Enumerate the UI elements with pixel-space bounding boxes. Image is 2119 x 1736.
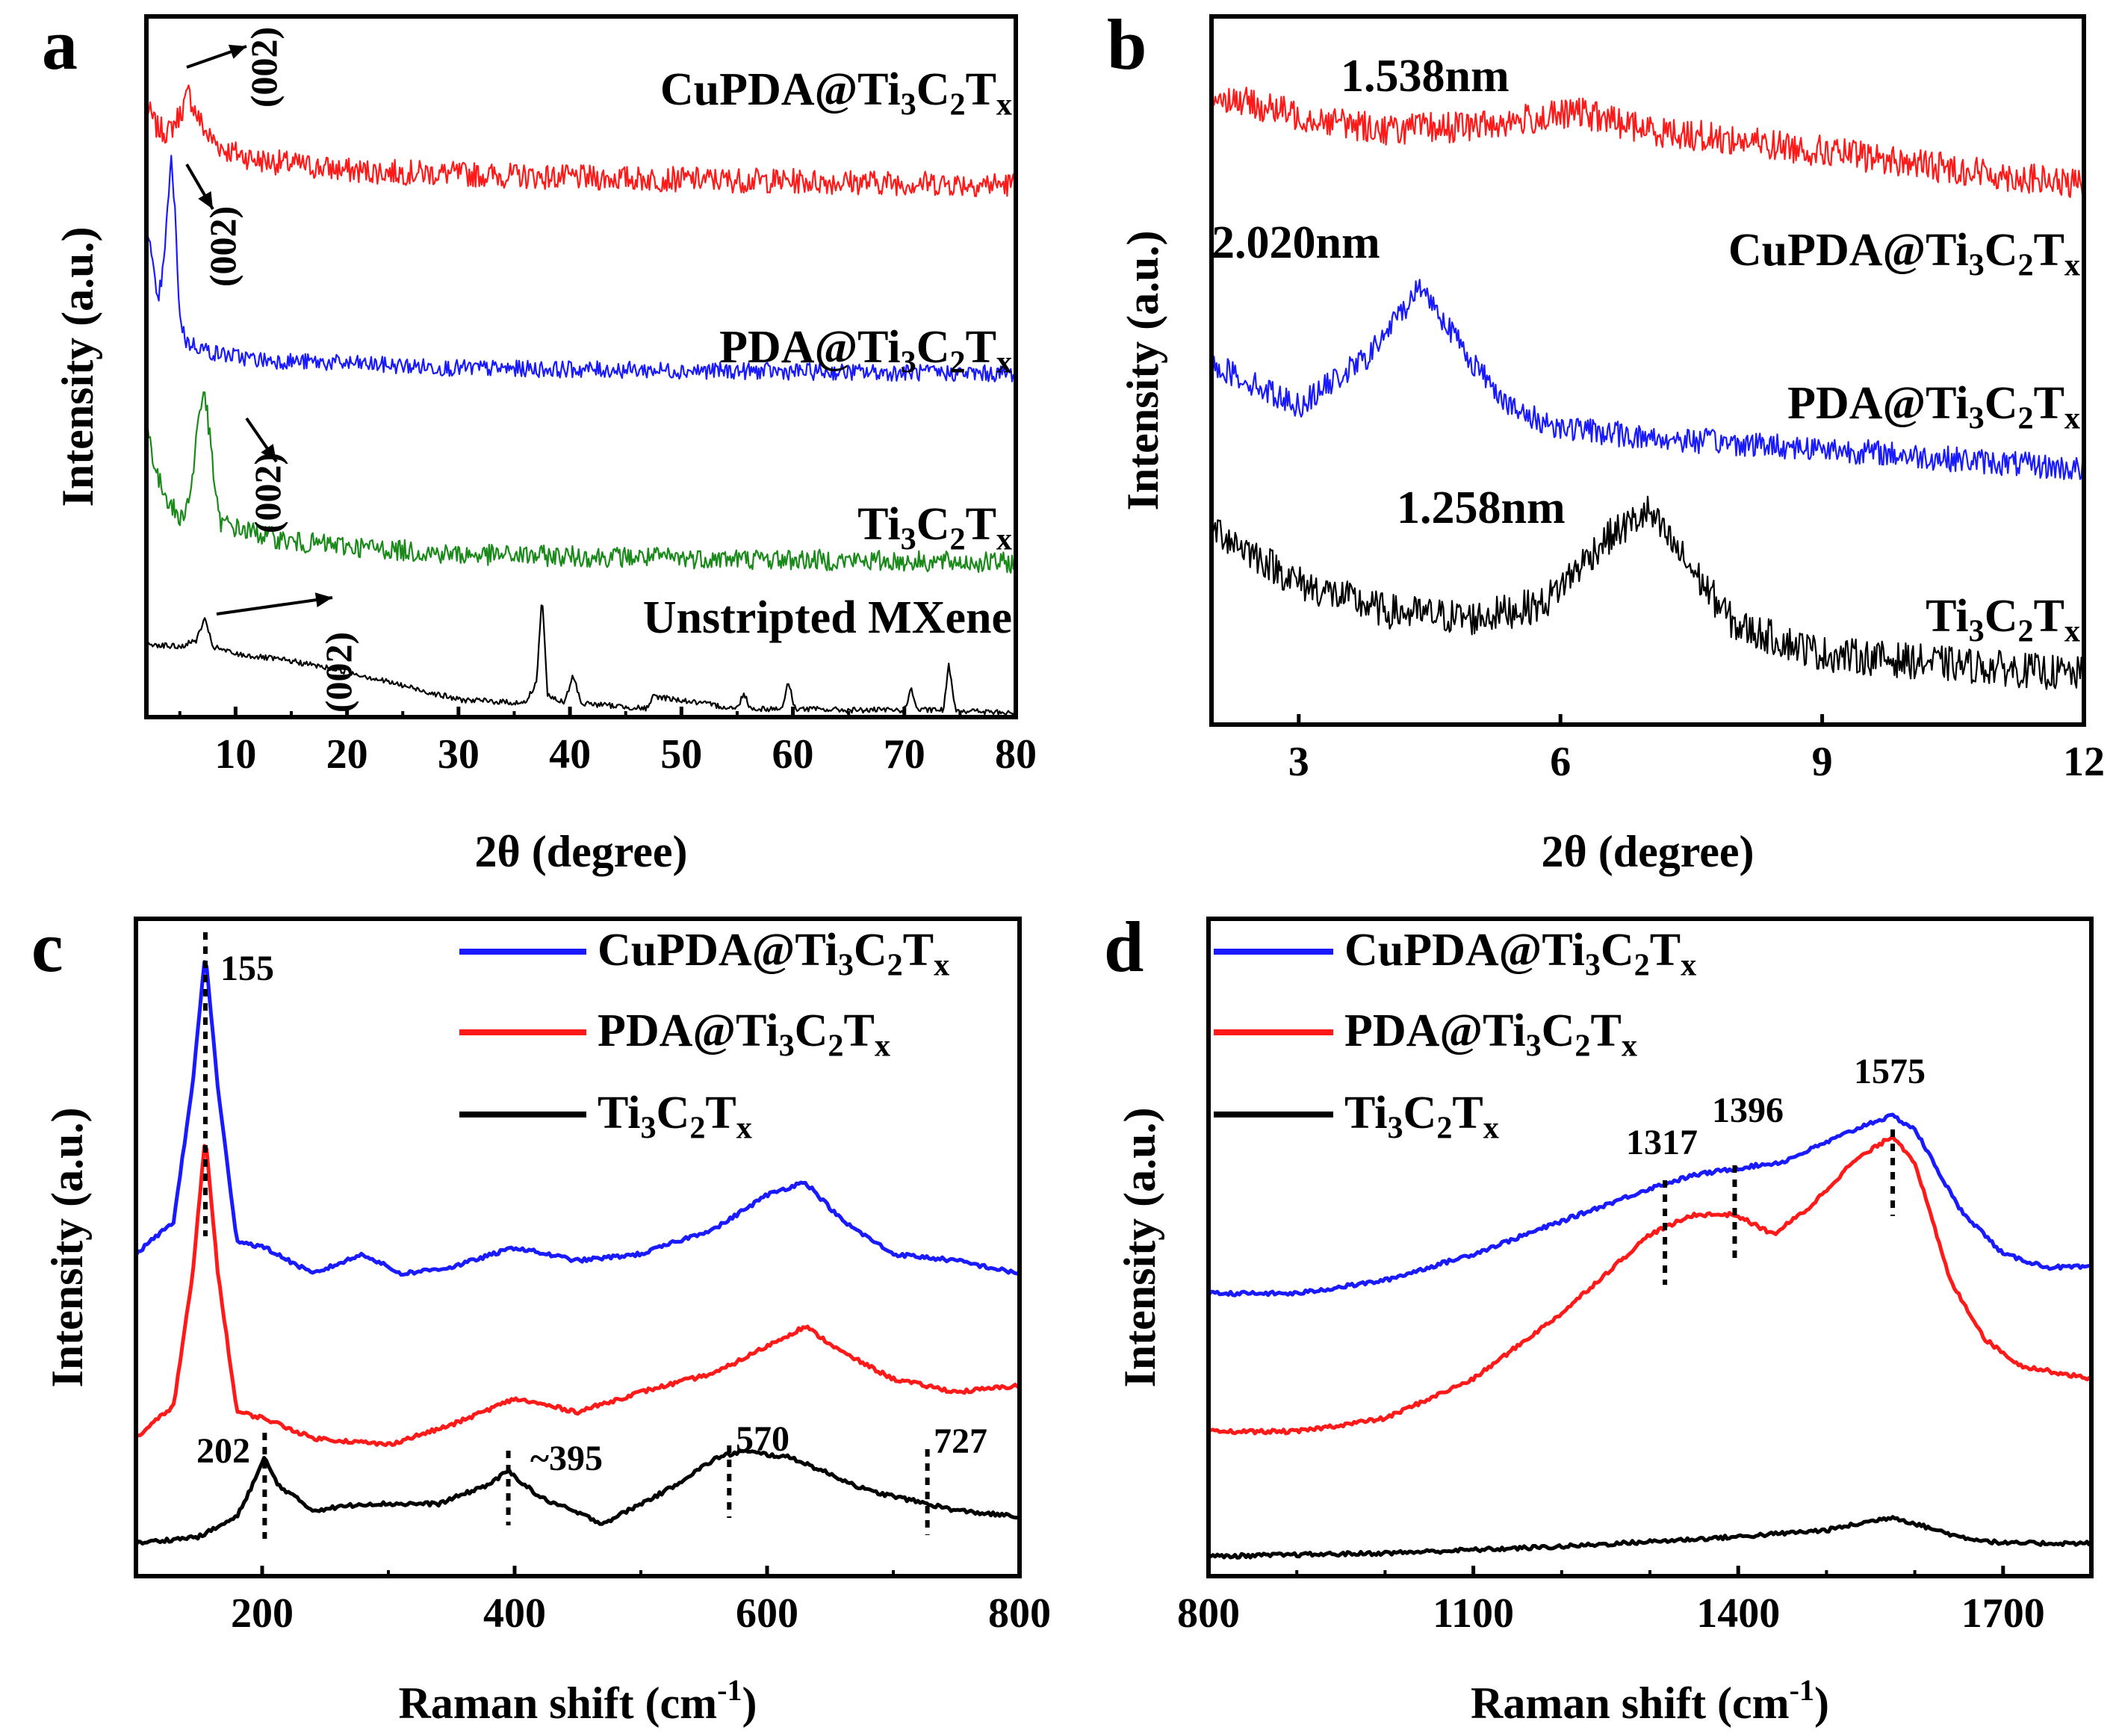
panel-b: 3 6 9 12 2θ (degree) Intensity (a.u.) b CuPDA@T…: [1107, 4, 2105, 876]
series-label: CuPDA@Ti3C2Tx: [1728, 225, 2080, 283]
x-axis-label: 2θ (degree): [1541, 827, 1754, 876]
peak-annotation: (002): [243, 27, 285, 108]
x-tick-label: 800: [988, 1590, 1051, 1637]
x-tick-label: 6: [1550, 739, 1571, 785]
panel-a: 10 20 30 40 50 60 70 80 2θ (degree) Intensity (a.…: [42, 4, 1037, 876]
x-tick-label: 1100: [1433, 1590, 1514, 1637]
peak-annotation: (002): [202, 206, 243, 287]
x-tick-label: 80: [995, 731, 1037, 778]
legend-label: PDA@Ti3C2Tx: [598, 1005, 890, 1064]
peak-label: 1575: [1854, 1052, 1926, 1091]
series-2-line: [146, 391, 1017, 574]
y-axis-label: Intensity (a.u.): [1115, 1107, 1164, 1387]
peak-annotation: (002): [317, 632, 359, 713]
annotation-arrowhead: [198, 190, 213, 209]
x-tick-label: 400: [483, 1590, 546, 1637]
peak-label: 570: [736, 1419, 789, 1459]
panel-letter: b: [1107, 4, 1147, 84]
plot-frame: [1206, 917, 2094, 1578]
series-label: PDA@Ti3C2Tx: [1787, 378, 2080, 436]
series-label: Ti3C2Tx: [1926, 591, 2080, 649]
plot-frame: [144, 14, 1018, 719]
panel-c: 200 400 600 800 Raman shift (cm-1) Intensity …: [31, 907, 1051, 1728]
series-2-line: [1208, 1515, 2093, 1560]
x-axis-label: Raman shift (cm-1): [399, 1673, 757, 1728]
panel-d: 800 1100 1400 1700 Raman shift (cm-1) Intensi…: [1104, 907, 2094, 1728]
x-tick-label: 1700: [1961, 1590, 2045, 1637]
x-tick-label: 9: [1812, 739, 1833, 785]
series-label: PDA@Ti3C2Tx: [719, 322, 1012, 380]
annotation-arrowhead: [228, 44, 246, 59]
series-label: Unstripted MXene: [643, 592, 1012, 643]
x-axis-label: 2θ (degree): [474, 827, 687, 876]
x-tick-label: 3: [1288, 739, 1309, 785]
series-2-line: [1210, 495, 2085, 690]
series-0-line: [1206, 1112, 2092, 1298]
x-tick-label: 30: [438, 731, 480, 778]
x-tick-label: 40: [549, 731, 591, 778]
legend-label: Ti3C2Tx: [598, 1088, 752, 1146]
x-tick-label: 12: [2063, 739, 2105, 785]
series-1-line: [134, 1144, 1020, 1448]
x-tick-label: 10: [214, 731, 256, 778]
plot-frame: [134, 917, 1022, 1578]
series-0-line: [145, 84, 1017, 197]
series-label: Ti3C2Tx: [857, 499, 1012, 557]
x-tick-label: 60: [772, 731, 814, 778]
x-axis-label: Raman shift (cm-1): [1471, 1673, 1829, 1728]
y-axis-label: Intensity (a.u.): [43, 1107, 92, 1387]
peak-label: 202: [196, 1431, 250, 1471]
annotation-arrow: [216, 596, 333, 616]
legend-label: PDA@Ti3C2Tx: [1344, 1005, 1637, 1064]
legend-label: CuPDA@Ti3C2Tx: [1344, 925, 1696, 983]
plot-frame: [1209, 14, 2086, 727]
panel-letter: d: [1104, 907, 1144, 987]
series-0-line: [1210, 86, 2085, 201]
annotation-arrowhead: [261, 444, 276, 462]
x-tick-label: 50: [660, 731, 702, 778]
peak-label: 1396: [1712, 1091, 1784, 1130]
x-tick-label: 600: [736, 1590, 798, 1637]
series-2-line: [134, 1448, 1021, 1546]
series-0-line: [134, 960, 1021, 1277]
series-3-line: [146, 604, 1017, 717]
y-axis-label: Intensity (a.u.): [1118, 230, 1167, 510]
d-spacing-label: 1.538nm: [1341, 51, 1510, 102]
series-label: CuPDA@Ti3C2Tx: [660, 64, 1012, 123]
peak-label: 155: [220, 949, 274, 988]
panel-letter: c: [31, 907, 63, 987]
peak-label: 727: [934, 1422, 987, 1461]
peak-label: 1317: [1626, 1123, 1698, 1162]
d-spacing-label: 1.258nm: [1397, 483, 1566, 533]
peak-annotation: (002): [246, 453, 288, 533]
x-tick-label: 800: [1177, 1590, 1240, 1637]
d-spacing-label: 2.020nm: [1211, 217, 1380, 268]
x-tick-label: 1400: [1696, 1590, 1780, 1637]
annotation-arrowhead: [314, 592, 332, 607]
peak-label: ~395: [530, 1439, 603, 1478]
panel-letter: a: [42, 4, 78, 84]
legend-label: CuPDA@Ti3C2Tx: [598, 925, 949, 983]
x-tick-label: 20: [326, 731, 368, 778]
x-tick-label: 70: [884, 731, 925, 778]
series-1-line: [1210, 279, 2085, 480]
x-tick-label: 200: [231, 1590, 294, 1637]
y-axis-label: Intensity (a.u.): [53, 226, 102, 506]
series-1-line: [1207, 1134, 2093, 1436]
legend-label: Ti3C2Tx: [1344, 1088, 1499, 1146]
series-1-line: [145, 155, 1017, 382]
